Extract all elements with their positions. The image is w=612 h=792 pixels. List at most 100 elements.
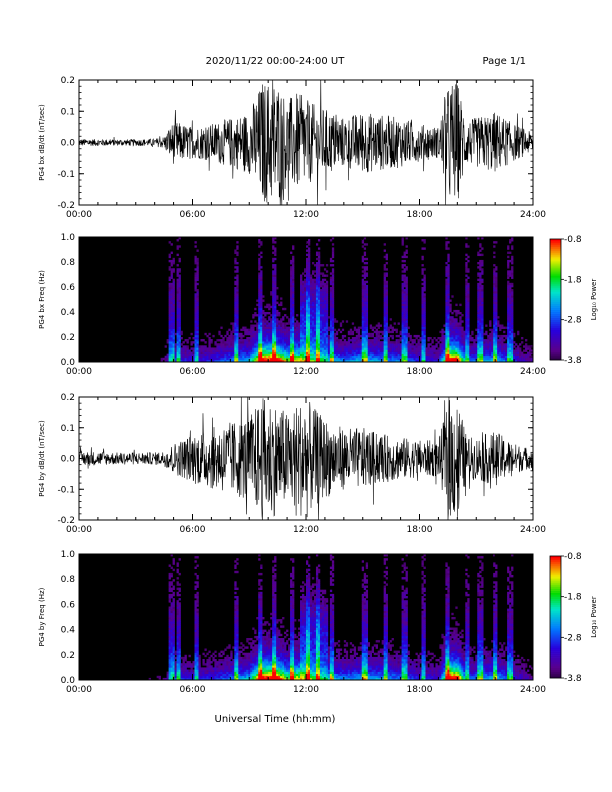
spectrogram-cell bbox=[296, 349, 299, 352]
spectrogram-cell bbox=[176, 318, 179, 321]
spectrogram-cell bbox=[361, 320, 365, 323]
spectrogram-cell bbox=[170, 677, 173, 681]
spectrogram-cell bbox=[335, 343, 339, 346]
spectrogram-cell bbox=[172, 663, 175, 666]
spectrogram-cell bbox=[323, 268, 327, 271]
spectrogram-cell bbox=[184, 355, 187, 359]
spectrogram-cell bbox=[168, 646, 171, 649]
spectrogram-cell bbox=[405, 324, 408, 327]
spectrogram-cell bbox=[403, 270, 406, 273]
spectrogram-cell bbox=[399, 349, 402, 352]
spectrogram-cell bbox=[194, 349, 197, 352]
spectrogram-cell bbox=[194, 339, 197, 342]
spectrogram-cell bbox=[309, 318, 313, 321]
spectrogram-cell bbox=[184, 339, 187, 342]
spectrogram-cell bbox=[361, 347, 365, 350]
spectrogram-cell bbox=[403, 334, 406, 338]
colorbar-swatch bbox=[550, 247, 561, 250]
spectrogram-cell bbox=[307, 282, 311, 286]
spectrogram-cell bbox=[477, 299, 480, 302]
spectrogram-cell bbox=[256, 314, 259, 317]
spectrogram-cell bbox=[236, 307, 239, 311]
spectrogram-cell bbox=[311, 339, 315, 342]
spectrogram-cell bbox=[477, 274, 480, 277]
spectrogram-cell bbox=[355, 330, 359, 334]
spectrogram-cell bbox=[323, 343, 327, 346]
colorbar-swatch bbox=[550, 315, 561, 318]
spectrogram-cell bbox=[298, 334, 301, 338]
spectrogram-cell bbox=[300, 322, 303, 325]
spectrogram-cell bbox=[493, 328, 496, 332]
spectrogram-cell bbox=[377, 332, 380, 336]
spectrogram-cell bbox=[280, 353, 283, 357]
spectrogram-cell bbox=[288, 343, 291, 346]
spectrogram-cell bbox=[172, 614, 175, 618]
spectrogram-cell bbox=[495, 309, 498, 313]
spectrogram-cell bbox=[242, 341, 245, 344]
spectrogram-cell bbox=[172, 665, 175, 668]
spectrogram-cell bbox=[168, 314, 171, 317]
spectrogram-cell bbox=[319, 341, 323, 344]
spectrogram-cell bbox=[325, 345, 329, 348]
spectrogram-cell bbox=[226, 347, 229, 350]
spectrogram-cell bbox=[170, 276, 173, 279]
spectrogram-cell bbox=[246, 353, 249, 357]
spectrogram-cell bbox=[329, 320, 333, 323]
spectrogram-cell bbox=[343, 359, 347, 363]
spectrogram-cell bbox=[401, 270, 404, 273]
spectrogram-cell bbox=[172, 646, 175, 649]
spectrogram-cell bbox=[363, 266, 367, 269]
spectrogram-cell bbox=[471, 332, 474, 336]
spectrogram-cell bbox=[306, 303, 309, 307]
spectrogram-cell bbox=[274, 297, 277, 300]
spectrogram-cell bbox=[459, 316, 462, 319]
spectrogram-cell bbox=[292, 320, 295, 323]
spectrogram-cell bbox=[363, 299, 367, 302]
spectrogram-cell bbox=[242, 339, 245, 342]
spectrogram-cell bbox=[315, 266, 319, 269]
spectrogram-cell bbox=[479, 253, 482, 257]
spectrogram-cell bbox=[481, 341, 484, 344]
spectrogram-cell bbox=[357, 332, 361, 336]
spectrogram-cell bbox=[168, 301, 171, 304]
spectrogram-cell bbox=[315, 347, 319, 350]
spectrogram-cell bbox=[489, 332, 492, 336]
spectrogram-cell bbox=[306, 293, 309, 296]
spectrogram-cell bbox=[469, 359, 472, 363]
spectrogram-cell bbox=[495, 301, 498, 304]
spectrogram-cell bbox=[423, 301, 426, 304]
spectrogram-cell bbox=[268, 332, 271, 336]
spectrogram-cell bbox=[511, 270, 514, 273]
spectrogram-cell bbox=[246, 341, 249, 344]
spectrogram-cell bbox=[284, 307, 287, 311]
spectrogram-cell bbox=[315, 251, 319, 254]
spectrogram-cell bbox=[465, 339, 468, 342]
spectrogram-cell bbox=[309, 297, 313, 300]
spectrogram-cell bbox=[511, 355, 514, 359]
spectrogram-cell bbox=[170, 648, 173, 651]
spectrogram-cell bbox=[284, 314, 287, 317]
spectrogram-cell bbox=[240, 328, 243, 332]
page-number: Page 1/1 bbox=[483, 56, 526, 67]
spectrogram-cell bbox=[347, 343, 351, 346]
spectrogram-cell bbox=[481, 301, 484, 304]
spectrogram-cell bbox=[220, 347, 223, 350]
spectrogram-cell bbox=[246, 343, 249, 346]
spectrogram-cell bbox=[329, 289, 333, 292]
spectrogram-cell bbox=[210, 351, 213, 354]
spectrogram-cell bbox=[385, 274, 388, 277]
spectrogram-cell bbox=[365, 314, 369, 317]
spectrogram-cell bbox=[357, 349, 361, 352]
spectrogram-cell bbox=[499, 337, 502, 340]
spectrogram-cell bbox=[465, 274, 468, 277]
spectrogram-cell bbox=[329, 349, 333, 352]
spectrogram-cell bbox=[274, 270, 277, 273]
spectrogram-cell bbox=[304, 274, 307, 277]
spectrogram-cell bbox=[495, 314, 498, 317]
spectrogram-cell bbox=[290, 314, 293, 317]
spectrogram-cell bbox=[525, 339, 528, 342]
spectrogram-cell bbox=[170, 353, 173, 357]
spectrogram-cell bbox=[234, 257, 237, 261]
spectrogram-cell bbox=[411, 353, 414, 357]
spectrogram-cell bbox=[172, 608, 175, 611]
